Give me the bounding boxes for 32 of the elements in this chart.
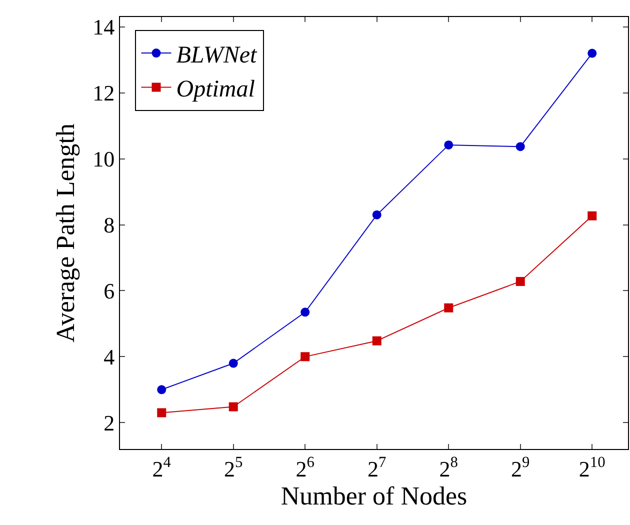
point (372, 210, 382, 220)
y-tick-label: 12 (92, 80, 115, 106)
legend-label: BLWNet (176, 42, 258, 68)
point (372, 336, 382, 346)
point (516, 142, 525, 152)
point (228, 358, 238, 368)
point (157, 408, 166, 418)
x-tick-label: 2$^{9}$ (511, 454, 530, 482)
x-tick-label: 2$^{7}$ (368, 454, 387, 482)
x-tick-label: 2$^{5}$ (224, 454, 244, 482)
y-tick-label: 8 (104, 212, 115, 238)
point (300, 308, 310, 317)
point (228, 402, 238, 412)
x-axis-title: Number of Nodes (280, 481, 468, 510)
y-tick-label: 14 (92, 14, 115, 40)
point (157, 385, 166, 394)
point (588, 211, 597, 220)
x-tick-label: 2$^{6}$ (296, 454, 315, 482)
point (516, 276, 525, 286)
y-tick-label: 6 (104, 278, 115, 304)
x-tick-label: 2$^{10}$ (578, 454, 606, 482)
y-tick-label: 2 (104, 410, 115, 436)
point (588, 48, 597, 58)
point (444, 303, 454, 312)
legend-label: Optimal (176, 76, 256, 103)
point (444, 140, 454, 150)
x-tick-label: 2$^{8}$ (439, 454, 458, 482)
y-axis-title: Average Path Length (51, 124, 80, 342)
point (300, 352, 310, 362)
y-tick-label: 10 (92, 146, 115, 172)
y-tick-label: 4 (104, 344, 115, 370)
x-tick-label: 2$^{4}$ (152, 454, 172, 482)
